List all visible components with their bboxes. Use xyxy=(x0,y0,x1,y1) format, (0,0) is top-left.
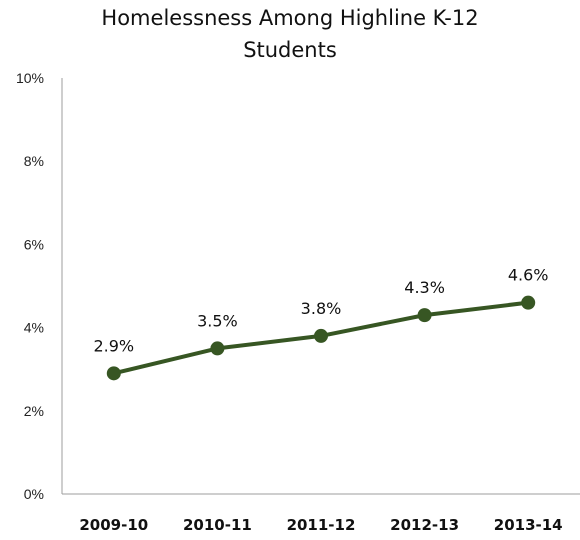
data-label: 3.8% xyxy=(301,299,342,318)
data-point xyxy=(210,341,225,356)
y-tick-label: 0% xyxy=(24,486,44,502)
y-tick-label: 6% xyxy=(24,236,44,252)
y-tick-label: 2% xyxy=(24,403,44,419)
data-point xyxy=(314,328,328,343)
x-tick-label: 2012-13 xyxy=(390,516,459,534)
data-point xyxy=(106,366,121,381)
chart-title-line-2: Students xyxy=(243,38,337,62)
y-tick-label: 8% xyxy=(24,153,44,169)
x-tick-label: 2013-14 xyxy=(494,516,563,534)
data-label: 4.6% xyxy=(508,266,549,285)
y-tick-label: 4% xyxy=(24,320,44,336)
data-label: 3.5% xyxy=(197,311,238,330)
x-tick-label: 2010-11 xyxy=(183,516,252,534)
y-tick-label: 10% xyxy=(16,70,44,86)
data-point xyxy=(521,295,536,310)
chart-title-line-1: Homelessness Among Highline K-12 xyxy=(101,6,479,30)
data-point xyxy=(417,308,432,323)
x-tick-label: 2011-12 xyxy=(287,516,356,534)
x-tick-label: 2009-10 xyxy=(79,516,148,534)
data-label: 2.9% xyxy=(93,336,134,355)
data-label: 4.3% xyxy=(404,278,445,297)
